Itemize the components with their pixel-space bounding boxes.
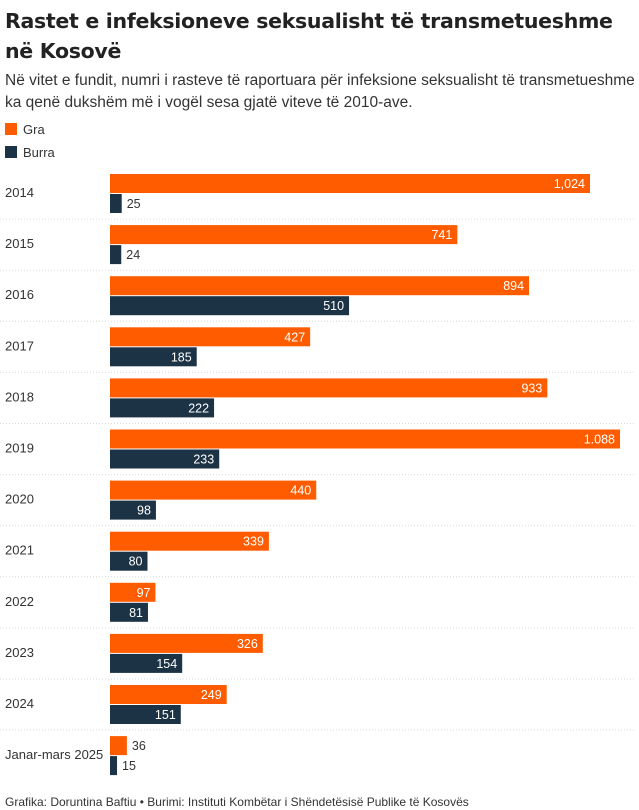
chart-subtitle: Në vitet e fundit, numri i rasteve të ra… bbox=[5, 72, 635, 111]
value-label-gra-2019: 1.088 bbox=[584, 433, 615, 447]
value-label-burra-janar-mars-2025: 15 bbox=[122, 759, 136, 773]
value-label-gra-2022: 97 bbox=[137, 586, 151, 600]
category-label-2015: 2015 bbox=[5, 236, 34, 251]
category-label-2020: 2020 bbox=[5, 492, 34, 507]
value-label-gra-2016: 894 bbox=[503, 279, 524, 293]
bar-gra-2014 bbox=[110, 174, 590, 193]
category-label-janar-mars-2025: Janar-mars 2025 bbox=[5, 747, 103, 762]
legend-label-burra: Burra bbox=[23, 144, 55, 160]
legend-swatch-gra bbox=[5, 123, 17, 135]
value-label-gra-2023: 326 bbox=[237, 637, 258, 651]
bar-burra-2017 bbox=[110, 347, 197, 367]
bar-gra-2023 bbox=[110, 633, 263, 653]
value-label-burra-2019: 233 bbox=[193, 453, 214, 467]
value-label-gra-2014: 1,024 bbox=[554, 177, 585, 191]
value-label-gra-2020: 440 bbox=[290, 484, 311, 498]
value-label-gra-janar-mars-2025: 36 bbox=[132, 739, 146, 753]
category-label-2017: 2017 bbox=[5, 338, 34, 353]
value-label-gra-2018: 933 bbox=[521, 381, 542, 395]
bar-burra-2021 bbox=[110, 551, 148, 571]
value-label-burra-2021: 80 bbox=[129, 555, 143, 569]
bar-gra-2020 bbox=[110, 480, 317, 500]
value-label-burra-2023: 154 bbox=[156, 657, 177, 671]
bar-burra-2018 bbox=[110, 398, 215, 418]
bar-gra-2019 bbox=[110, 429, 620, 449]
category-label-2018: 2018 bbox=[5, 389, 34, 404]
category-label-2024: 2024 bbox=[5, 696, 34, 711]
legend-label-gra: Gra bbox=[23, 121, 45, 137]
value-label-gra-2015: 741 bbox=[431, 228, 452, 242]
bar-gra-2021 bbox=[110, 531, 269, 551]
bar-gra-2015 bbox=[110, 225, 458, 245]
value-label-burra-2014: 25 bbox=[127, 197, 141, 211]
value-label-burra-2016: 510 bbox=[323, 299, 344, 313]
bar-burra-2015 bbox=[110, 245, 122, 265]
value-label-burra-2015: 24 bbox=[126, 248, 140, 262]
value-label-burra-2018: 222 bbox=[188, 401, 209, 415]
bar-burra-2014 bbox=[110, 194, 122, 213]
bar-burra-2022 bbox=[110, 602, 148, 622]
category-label-2016: 2016 bbox=[5, 287, 34, 302]
category-label-2014: 2014 bbox=[5, 185, 34, 200]
bar-gra-2024 bbox=[110, 685, 227, 704]
value-label-gra-2024: 249 bbox=[201, 688, 222, 702]
bar-burra-2020 bbox=[110, 500, 156, 520]
bar-gra-2018 bbox=[110, 378, 548, 398]
bar-burra-2016 bbox=[110, 296, 350, 316]
value-label-burra-2024: 151 bbox=[155, 708, 176, 722]
category-label-2022: 2022 bbox=[5, 594, 34, 609]
bar-gra-janar-mars-2025 bbox=[110, 736, 127, 756]
legend-item-gra: Gra bbox=[5, 121, 45, 137]
legend-item-burra: Burra bbox=[5, 144, 55, 160]
bar-burra-2023 bbox=[110, 653, 183, 673]
chart-footer: Grafika: Doruntina Baftiu • Burimi: Inst… bbox=[5, 795, 469, 809]
legend-swatch-burra bbox=[5, 146, 17, 158]
value-label-burra-2017: 185 bbox=[171, 350, 192, 364]
value-label-burra-2020: 98 bbox=[137, 504, 151, 518]
bar-burra-2024 bbox=[110, 705, 181, 724]
value-label-burra-2022: 81 bbox=[129, 606, 143, 620]
category-label-2021: 2021 bbox=[5, 543, 34, 558]
bar-gra-2022 bbox=[110, 582, 156, 602]
chart-title: Rastet e infeksioneve seksualisht të tra… bbox=[5, 9, 613, 63]
category-label-2019: 2019 bbox=[5, 441, 34, 456]
bar-gra-2016 bbox=[110, 276, 530, 296]
value-label-gra-2021: 339 bbox=[243, 535, 264, 549]
bar-gra-2017 bbox=[110, 327, 311, 347]
value-label-gra-2017: 427 bbox=[284, 330, 305, 344]
category-label-2023: 2023 bbox=[5, 645, 34, 660]
bar-burra-janar-mars-2025 bbox=[110, 756, 118, 776]
bar-burra-2019 bbox=[110, 449, 220, 469]
